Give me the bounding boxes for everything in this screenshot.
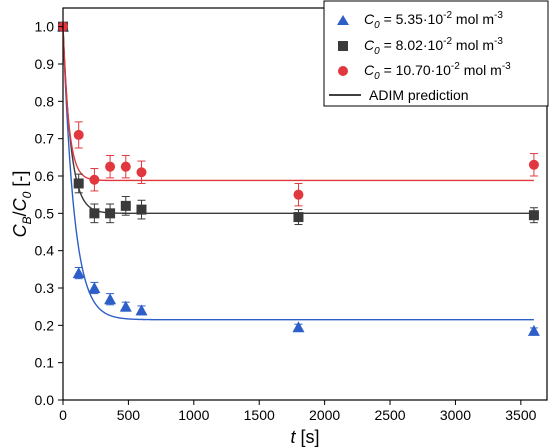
y-axis-title-c2: C (10, 197, 30, 211)
y-axis-title: CB/C0 [-] (10, 171, 34, 238)
legend: C0 = 5.35·10-2 mol m-3 C0 = 8.02·10-2 mo… (323, 0, 549, 107)
data-point-circle-5 (136, 167, 147, 178)
data-point-triangle-6 (292, 321, 305, 333)
legend-label-unit-exp: -3 (502, 61, 511, 72)
data-point-triangle-7 (527, 324, 540, 336)
legend-label-sub: 0 (374, 20, 380, 31)
x-axis-title-unit: [s] (296, 427, 320, 447)
legend-label-exp: -2 (451, 61, 460, 72)
data-point-circle-4 (120, 161, 131, 172)
data-point-circle-6 (293, 189, 304, 200)
series-layer (57, 20, 540, 336)
legend-label-unit: mol m (452, 37, 494, 53)
x-tick-label: 1000 (178, 407, 209, 423)
legend-label-adim: ADIM prediction (369, 87, 469, 103)
data-point-square-7 (528, 210, 539, 221)
data-point-triangle-2 (88, 282, 101, 293)
y-tick-label: 0.5 (35, 205, 55, 221)
legend-entry-adim: ADIM prediction (329, 87, 469, 103)
data-point-triangle-1 (72, 267, 85, 279)
legend-label-8-02: C0 = 8.02·10-2 mol m-3 (364, 36, 503, 57)
y-axis-title-sub-0: 0 (20, 191, 34, 198)
x-tick-label: 3000 (440, 407, 471, 423)
data-point-triangle-4 (119, 300, 132, 312)
legend-marker-square (338, 41, 348, 51)
data-point-square-5 (136, 204, 147, 215)
legend-label-c: C (364, 62, 375, 78)
data-point-square-1 (73, 178, 84, 189)
legend-label-eq: = 10.70·10 (380, 62, 451, 78)
model-curve-0 (62, 26, 534, 321)
legend-label-5-35: C0 = 5.35·10-2 mol m-3 (364, 10, 503, 31)
legend-label-c: C (364, 37, 375, 53)
x-tick-label: 2000 (309, 407, 340, 423)
legend-label-c: C (364, 11, 375, 27)
data-point-square-3 (105, 208, 116, 219)
x-tick-label: 3500 (505, 407, 536, 423)
legend-label-exp: -2 (443, 36, 452, 47)
data-point-circle-2 (89, 174, 100, 185)
y-tick-label: 1.0 (35, 19, 55, 35)
y-tick-label: 0.3 (35, 280, 55, 296)
data-point-square-2 (89, 208, 100, 219)
data-point-triangle-3 (104, 293, 117, 305)
x-tick-label: 500 (117, 407, 141, 423)
legend-entry-8-02: C0 = 8.02·10-2 mol m-3 (338, 36, 503, 57)
ticks-layer: 0 500 1000 1500 2000 2500 3000 3500 0.0 0.1 0.2 0.3… (35, 19, 537, 423)
legend-label-unit-exp: -3 (494, 10, 503, 21)
x-axis-title-var: t (290, 427, 296, 447)
y-axis-title-unit: [-] (10, 171, 30, 192)
legend-marker-circle (338, 66, 348, 76)
y-tick-label: 0.8 (35, 93, 55, 109)
y-tick-label: 0.6 (35, 168, 55, 184)
legend-entry-5-35: C0 = 5.35·10-2 mol m-3 (337, 10, 503, 31)
legend-label-exp: -2 (443, 10, 452, 21)
legend-box (323, 0, 549, 107)
y-tick-label: 0.4 (35, 243, 55, 259)
data-point-square-4 (120, 200, 131, 211)
legend-label-10-70: C0 = 10.70·10-2 mol m-3 (364, 61, 511, 82)
y-axis-title-c: C (10, 223, 30, 237)
legend-label-unit: mol m (452, 11, 494, 27)
y-axis-title-sub-b: B (20, 216, 34, 224)
data-point-circle-1 (73, 129, 84, 140)
y-axis-title-slash: / (10, 211, 30, 216)
data-point-circle-7 (528, 159, 539, 170)
legend-label-eq: = 5.35·10 (380, 11, 444, 27)
x-tick-label: 2500 (374, 407, 405, 423)
legend-label-unit: mol m (460, 62, 502, 78)
legend-label-sub: 0 (374, 71, 380, 82)
x-axis-title: t [s] (290, 427, 319, 447)
y-tick-label: 0.7 (35, 131, 55, 147)
data-point-square-6 (293, 212, 304, 223)
y-tick-label: 0.2 (35, 317, 55, 333)
x-tick-label: 0 (59, 407, 67, 423)
y-tick-label: 0.1 (35, 355, 55, 371)
y-tick-label: 0.9 (35, 56, 55, 72)
legend-entry-10-70: C0 = 10.70·10-2 mol m-3 (338, 61, 511, 82)
x-tick-label: 1500 (244, 407, 275, 423)
legend-marker-triangle (337, 15, 349, 25)
legend-label-eq: = 8.02·10 (380, 37, 444, 53)
data-point-circle-3 (105, 161, 116, 172)
plot-frame (62, 7, 548, 401)
legend-label-unit-exp: -3 (494, 36, 503, 47)
legend-label-sub: 0 (374, 46, 380, 57)
y-tick-label: 0.0 (35, 392, 55, 408)
data-point-triangle-5 (135, 304, 148, 316)
